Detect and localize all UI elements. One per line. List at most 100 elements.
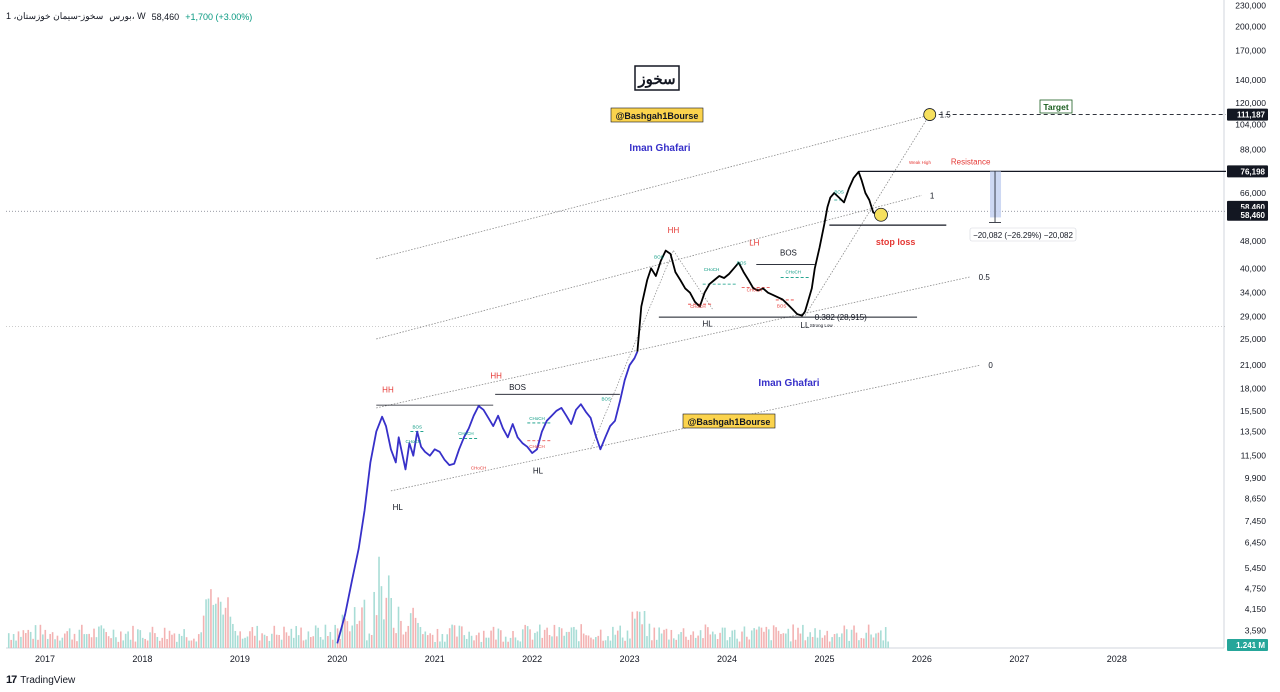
volume-bar (232, 623, 234, 648)
volume-bar (71, 639, 73, 648)
volume-bar (882, 640, 885, 648)
volume-bar (672, 638, 675, 648)
volume-bar (266, 636, 268, 648)
volume-bar (536, 631, 539, 648)
fib-label-upper: 1.5 (940, 111, 952, 120)
volume-bar (380, 586, 383, 648)
volume-bar (785, 633, 787, 648)
annotation-hh: HH (490, 372, 502, 381)
volume-bar (271, 633, 273, 648)
volume-bar (402, 634, 405, 648)
annotation-hh: HH (668, 226, 680, 235)
volume-bar (297, 635, 300, 648)
volume-bar (509, 637, 512, 648)
volume-bar (694, 637, 697, 648)
annotation-hl: HL (393, 503, 404, 512)
volume-bar (32, 638, 34, 648)
volume-bar (465, 638, 468, 648)
y-tick-label: 140,000 (1235, 75, 1266, 85)
volume-bar (241, 638, 244, 648)
volume-bar (358, 620, 361, 648)
volume-bar (378, 556, 380, 648)
channel-mid-high (376, 194, 923, 340)
x-tick-label: 2019 (230, 654, 250, 664)
volume-bar (258, 640, 261, 648)
volume-bar (17, 631, 20, 648)
volume-bar (836, 633, 838, 648)
target-marker (923, 108, 937, 121)
small-label: CHoCH (786, 270, 802, 275)
author-top: Iman Ghafari (629, 143, 690, 154)
fib-label-lower: 0 (988, 361, 993, 370)
volume-bar (721, 627, 724, 648)
volume-bar (12, 634, 15, 648)
volume-badge-box (1227, 639, 1268, 651)
volume-bar (275, 634, 278, 648)
volume-bar (565, 631, 568, 648)
volume-bar (824, 635, 826, 648)
volume-bar (431, 634, 434, 648)
measure-box (990, 171, 1002, 218)
volume-bar (736, 638, 738, 648)
volume-bar (724, 627, 726, 648)
volume-bar (797, 627, 799, 648)
volume-bar (236, 635, 239, 648)
volume-bar (443, 641, 446, 648)
volume-bar (419, 626, 422, 648)
volume-bar (809, 632, 811, 648)
y-tick-label: 21,000 (1240, 360, 1266, 370)
volume-bar (541, 637, 544, 648)
small-label: BOS (737, 261, 747, 266)
volume-bar (770, 640, 773, 648)
x-tick-label: 2020 (327, 654, 347, 664)
series-line (336, 351, 639, 644)
volume-bar (663, 629, 665, 648)
volume-bar (697, 635, 699, 648)
volume-bar (775, 627, 777, 648)
handle-mid: @Bashgah1Bourse (688, 417, 771, 427)
volume-bar (524, 624, 526, 648)
price-series (336, 170, 884, 644)
volume-bar (256, 625, 259, 648)
volume-bar (392, 627, 395, 648)
volume-bar (76, 641, 78, 648)
volume-bar (370, 634, 373, 648)
volume-bar (473, 640, 475, 648)
volume-bar (612, 626, 614, 648)
volume-bar (351, 625, 354, 648)
volume-bar (497, 628, 500, 648)
symbol-name[interactable]: سخوز-سیمان خوزستان، 1 (6, 11, 104, 21)
volume-bar (858, 640, 860, 648)
volume-bar (180, 635, 183, 648)
volume-bar (310, 637, 312, 648)
volume-bar (317, 627, 319, 648)
volume-bar (563, 635, 565, 648)
fib-label-mid-high: 1 (930, 191, 935, 200)
volume-bar (441, 634, 444, 648)
volume-bar (154, 633, 156, 648)
volume-bars (7, 556, 889, 648)
volume-bar (205, 599, 207, 648)
volume-bar (731, 630, 734, 648)
symbol-header: سخوز-سیمان خوزستان، 1 بورس، W 58,460 +1,… (6, 11, 252, 22)
volume-bar (95, 637, 98, 648)
volume-bar (149, 632, 151, 648)
volume-bar (648, 623, 651, 648)
volume-bar (129, 639, 132, 648)
annotation-hl: HL (702, 319, 713, 328)
volume-bar (887, 641, 889, 648)
volume-bar (865, 632, 868, 648)
volume-bar (27, 629, 30, 648)
measure-label: −20,082 (−26.29%) −20,082 (973, 231, 1073, 240)
volume-bar (699, 630, 702, 648)
volume-bar (417, 622, 419, 648)
volume-bar (453, 625, 456, 648)
volume-bar (553, 624, 556, 648)
volume-bar (631, 611, 634, 648)
volume-bar (709, 634, 712, 648)
volume-bar (690, 634, 692, 648)
annotation-hh: HH (382, 386, 394, 395)
volume-bar (665, 628, 668, 648)
y-tick-label: 120,000 (1235, 98, 1266, 108)
